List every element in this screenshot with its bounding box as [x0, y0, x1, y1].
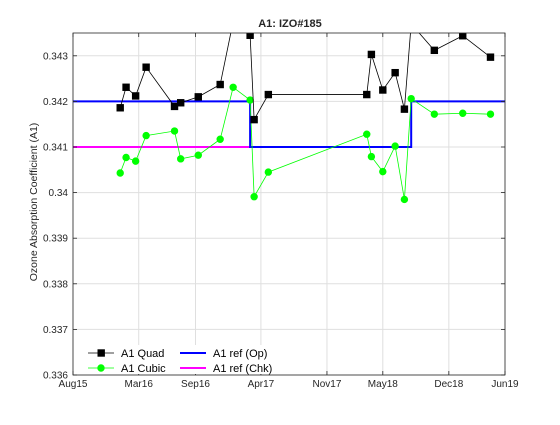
data-point-a1-quad: [408, 21, 414, 27]
data-point-a1-cubic: [246, 96, 254, 104]
axes-box: [72, 32, 506, 376]
data-point-a1-quad: [363, 90, 371, 99]
x-tick-label: May18: [368, 379, 398, 390]
data-point-a1-quad: [379, 86, 387, 94]
data-point-a1-quad: [400, 105, 409, 113]
legend-label: A1 Quad: [121, 348, 164, 360]
data-point-a1-quad: [122, 83, 130, 91]
data-point-a1-cubic: [229, 83, 237, 91]
data-point-a1-quad: [246, 33, 254, 39]
series-line-a1-ref-op: [73, 100, 505, 148]
legend-entry: A1 Cubic: [88, 363, 166, 375]
series-group: [73, 18, 505, 204]
y-tick-label: 0.34: [49, 188, 69, 199]
y-tick-label: 0.342: [43, 97, 68, 108]
legend-entry: A1 ref (Op): [180, 348, 267, 360]
data-point-a1-cubic: [459, 109, 467, 117]
data-point-a1-quad: [194, 93, 202, 101]
data-point-a1-cubic: [131, 157, 140, 165]
x-tick-label: Nov17: [313, 379, 342, 390]
data-point-a1-cubic: [391, 142, 399, 150]
data-point-a1-quad: [142, 63, 150, 71]
chart-title: A1: IZO#185: [258, 18, 322, 30]
data-point-a1-cubic: [170, 127, 179, 135]
y-tick-label: 0.336: [43, 371, 68, 382]
data-point-a1-cubic: [176, 155, 185, 163]
data-point-a1-cubic: [400, 195, 409, 204]
legend-label: A1 Cubic: [121, 363, 166, 375]
data-point-a1-quad: [391, 68, 399, 77]
y-tick-label: 0.337: [43, 325, 68, 336]
x-tick-label: Aug15: [59, 379, 88, 390]
plot-area: [73, 33, 505, 375]
y-tick-label: 0.343: [43, 51, 68, 62]
data-point-a1-cubic: [379, 167, 387, 176]
y-tick-label: 0.338: [43, 279, 68, 290]
data-point-a1-cubic: [486, 110, 495, 118]
data-point-a1-cubic: [116, 169, 124, 177]
data-point-a1-quad: [131, 92, 140, 100]
legend-entry: A1 ref (Chk): [180, 363, 272, 375]
x-tick-label: Jun19: [491, 379, 519, 390]
y-tick-label: 0.339: [43, 234, 68, 245]
plot-series: [73, 18, 505, 204]
data-point-a1-cubic: [430, 110, 439, 118]
data-point-a1-quad: [250, 115, 258, 124]
data-point-a1-cubic: [122, 153, 130, 162]
data-point-a1-quad: [176, 99, 185, 107]
data-point-a1-cubic: [142, 131, 150, 140]
data-point-a1-quad: [486, 53, 495, 61]
data-point-a1-quad: [367, 50, 376, 59]
data-point-a1-quad: [459, 33, 467, 40]
data-point-a1-quad: [430, 46, 439, 55]
data-point-a1-quad: [116, 104, 124, 112]
legend-swatch-marker: [97, 349, 105, 357]
data-point-a1-cubic: [363, 130, 371, 138]
data-point-a1-cubic: [194, 151, 202, 159]
tick-labels: 0.336 0.337 0.338 0.339 0.34 0.341 0.342 0.343 A…: [43, 51, 519, 390]
x-tick-label: Mar16: [125, 379, 154, 390]
legend: A1 Quad A1 Cubic A1 ref (Op) A1 ref (Chk): [82, 345, 282, 375]
data-point-a1-quad: [230, 18, 236, 24]
grid: [72, 33, 506, 376]
legend-label: A1 ref (Chk): [213, 363, 272, 375]
legend-box: [82, 345, 282, 374]
data-point-a1-quad: [264, 90, 273, 99]
data-point-a1-cubic: [407, 94, 415, 103]
y-axis-title: Ozone Absorption Coefficient (A1): [28, 123, 40, 282]
data-point-a1-cubic: [264, 168, 273, 176]
data-point-a1-cubic: [216, 135, 224, 143]
legend-entry: A1 Quad: [88, 348, 164, 360]
legend-swatch-marker: [97, 364, 105, 372]
data-point-a1-quad: [170, 102, 179, 111]
data-point-a1-quad: [216, 80, 224, 89]
y-tick-label: 0.341: [43, 143, 68, 154]
data-point-a1-cubic: [250, 193, 258, 201]
x-tick-label: Apr17: [248, 379, 275, 390]
x-tick-label: Sep16: [181, 379, 210, 390]
x-tick-label: Dec18: [434, 379, 463, 390]
data-point-a1-cubic: [367, 152, 376, 161]
legend-label: A1 ref (Op): [213, 348, 267, 360]
